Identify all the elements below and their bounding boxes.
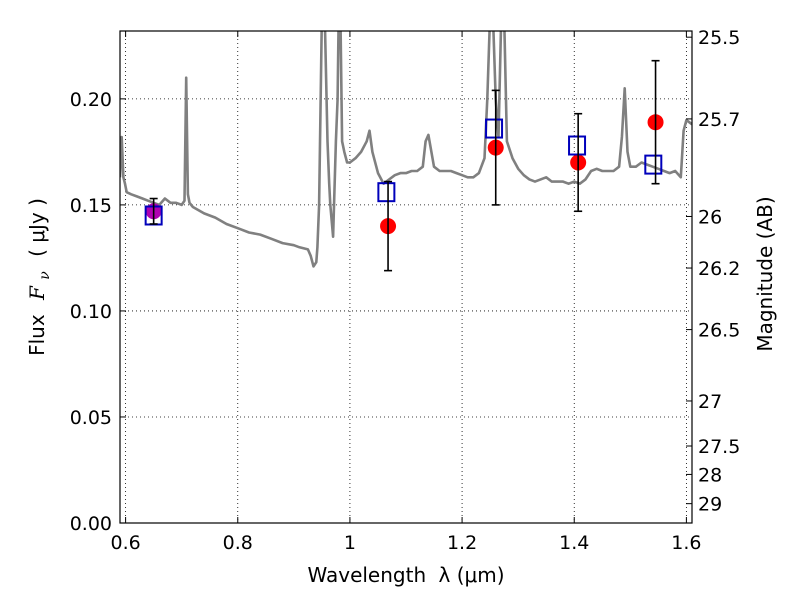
y2-tick-label: 26.2 <box>698 258 740 280</box>
y2-tick-label: 27 <box>698 391 722 413</box>
y-tick-label: 0.15 <box>70 195 112 217</box>
model-flux-square <box>377 182 396 203</box>
y-tick-label: 0.10 <box>70 301 112 323</box>
y2-tick-label: 27.5 <box>698 436 740 458</box>
x-axis-label-text: Wavelength <box>307 563 426 587</box>
error-bar <box>384 180 393 272</box>
grid <box>120 31 692 524</box>
y2-tick-label: 29 <box>698 494 722 516</box>
error-bar <box>574 112 583 213</box>
x-tick-label: 0.6 <box>110 532 140 554</box>
tick-labels: 0.6 0.8 1 1.2 1.4 1.6 0.00 0.05 0.10 0.15 0.20 25.5… <box>70 27 741 554</box>
y2-tick-label: 25.5 <box>698 27 740 49</box>
x-tick-label: 1 <box>344 532 356 554</box>
plot-area <box>120 31 692 268</box>
y2-tick-label: 28 <box>698 464 722 486</box>
error-bar <box>651 59 660 185</box>
y-tick-label: 0.00 <box>70 513 112 535</box>
error-bar <box>149 197 158 225</box>
y2-tick-label: 26.5 <box>698 320 740 342</box>
x-tick-label: 0.8 <box>223 532 253 554</box>
y-axis-label: Flux F ν ( μJy ) <box>25 198 54 356</box>
ticks <box>120 31 692 524</box>
y-axis-label-math: F <box>25 285 49 301</box>
x-tick-label: 1.2 <box>447 532 477 554</box>
model-flux-square <box>644 154 663 175</box>
data-markers <box>144 59 664 272</box>
x-axis-label-math: λ (μm) <box>439 563 505 587</box>
x-axis-label: Wavelength λ (μm) <box>307 563 504 587</box>
model-spectrum-line <box>120 31 692 268</box>
y-tick-label: 0.05 <box>70 407 112 429</box>
x-tick-label: 1.6 <box>671 532 701 554</box>
y-axis-label-unit: ( μJy ) <box>25 198 49 257</box>
model-flux-square <box>568 135 587 156</box>
model-flux-square <box>485 118 504 139</box>
x-tick-label: 1.4 <box>559 532 589 554</box>
y-axis-label-text: Flux <box>25 314 49 356</box>
error-bar <box>491 89 500 206</box>
y2-axis-label: Magnitude (AB) <box>753 196 777 351</box>
y2-tick-label: 25.7 <box>698 109 740 131</box>
y-axis-label-math-sub: ν <box>37 271 53 280</box>
y-tick-label: 0.20 <box>70 89 112 111</box>
plot-frame <box>119 30 693 524</box>
y2-tick-label: 26 <box>698 206 722 228</box>
